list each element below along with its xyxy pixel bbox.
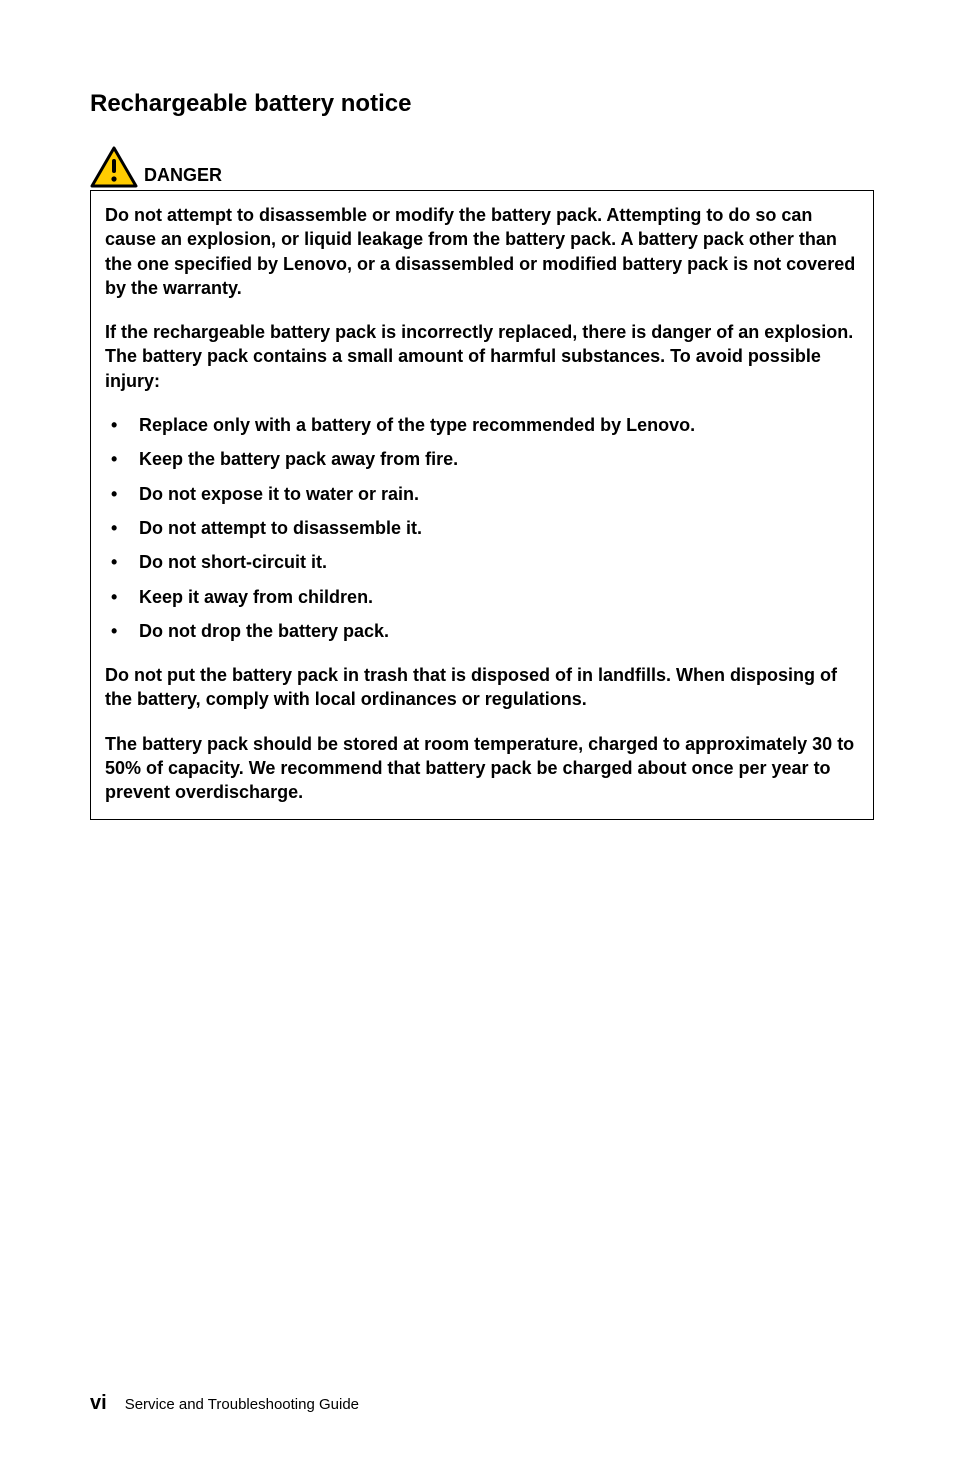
page-number: vi [90,1392,107,1415]
warning-box: Do not attempt to disassemble or modify … [90,190,874,820]
document-page: Rechargeable battery notice DANGER Do no… [0,0,954,1475]
warning-triangle-icon [90,146,138,188]
paragraph-disposal: Do not put the battery pack in trash tha… [105,663,859,712]
list-item: Replace only with a battery of the type … [105,413,859,437]
danger-heading-row: DANGER [90,146,874,188]
paragraph-replacement-warning: If the rechargeable battery pack is inco… [105,320,859,393]
page-footer: vi Service and Troubleshooting Guide [90,1392,359,1415]
paragraph-disassemble-warning: Do not attempt to disassemble or modify … [105,203,859,300]
paragraph-storage: The battery pack should be stored at roo… [105,732,859,805]
list-item: Do not expose it to water or rain. [105,482,859,506]
list-item: Keep it away from children. [105,585,859,609]
list-item: Do not drop the battery pack. [105,619,859,643]
footer-guide-title: Service and Troubleshooting Guide [125,1396,359,1413]
list-item: Do not attempt to disassemble it. [105,516,859,540]
safety-bullet-list: Replace only with a battery of the type … [105,413,859,643]
section-title: Rechargeable battery notice [90,90,874,118]
list-item: Do not short-circuit it. [105,550,859,574]
list-item: Keep the battery pack away from fire. [105,447,859,471]
danger-label: DANGER [144,165,222,188]
